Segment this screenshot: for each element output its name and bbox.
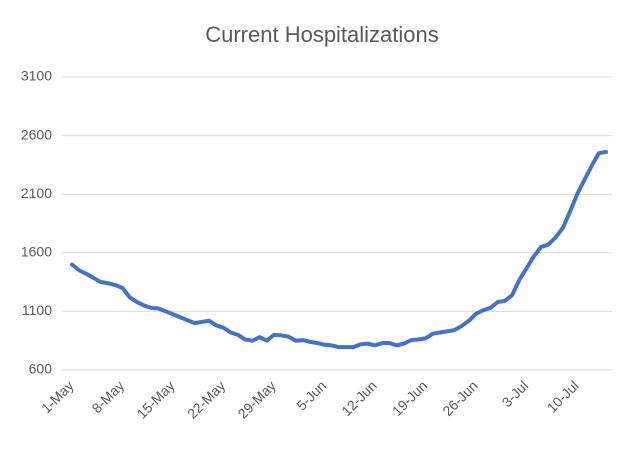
x-tick-label: 10-Jul (544, 377, 582, 415)
x-tick-label: 1-May (38, 377, 77, 416)
x-tick-label: 26-Jun (439, 377, 481, 419)
x-tick-label: 8-May (88, 377, 127, 416)
x-tick-label: 29-May (234, 377, 278, 421)
line-series (70, 150, 608, 350)
y-tick-label: 1600 (21, 244, 52, 260)
x-tick-label: 5-Jun (293, 377, 329, 413)
x-tick-label: 15-May (133, 377, 177, 421)
x-tick-label: 12-Jun (338, 377, 380, 419)
y-tick-label: 600 (29, 361, 53, 377)
y-tick-label: 1100 (22, 302, 52, 318)
y-tick-label: 2100 (21, 185, 52, 201)
y-tick-label: 3100 (21, 68, 52, 84)
x-tick-label: 19-Jun (389, 377, 431, 419)
x-tick-label: 3-Jul (499, 377, 532, 410)
y-tick-label: 2600 (21, 126, 52, 142)
chart-title: Current Hospitalizations (205, 22, 439, 47)
x-tick-label: 22-May (184, 377, 228, 421)
